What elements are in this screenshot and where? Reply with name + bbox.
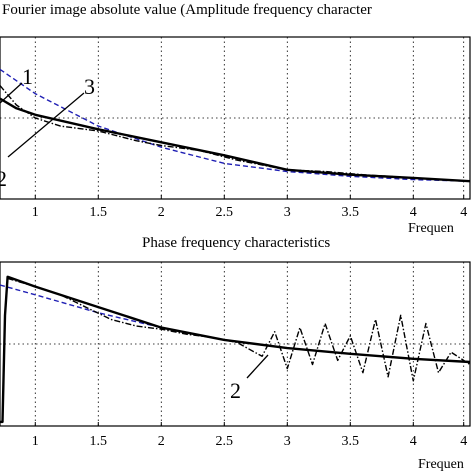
x-tick-label: 3 [284, 205, 291, 220]
x-tick-label: 3.5 [342, 205, 360, 220]
bottom-plot-frame [0, 261, 471, 427]
x-tick-label: 1.5 [90, 434, 108, 449]
x-tick-label: 2 [158, 434, 165, 449]
bottom-series [0, 275, 471, 424]
x-tick-label: 3.5 [342, 434, 360, 449]
x-tick-label: 4 [410, 434, 417, 449]
bottom-x-axis-label: Frequen [418, 457, 464, 472]
annotation-2-label-bottom: 2 [230, 378, 241, 403]
annotation-1-leader [0, 82, 23, 104]
series-line-dash-dot-black [0, 85, 471, 182]
top-series [0, 68, 471, 183]
annotation-2-label-top: 2 [0, 166, 7, 191]
x-tick-label: 4 [410, 205, 417, 220]
top-plot-frame [0, 36, 471, 200]
top-grid [0, 37, 470, 199]
bottom-panel: Phase frequency characteristics 1 1.5 2 2.5… [0, 235, 471, 472]
x-tick-label: 2.5 [216, 434, 234, 449]
bottom-grid [0, 262, 470, 426]
x-tick-label: 2 [158, 205, 165, 220]
top-x-ticks: 1 1.5 2 2.5 3 3.5 4 4 [32, 195, 467, 220]
x-tick-label: 4 [460, 434, 467, 449]
x-tick-label: 3 [284, 434, 291, 449]
series-line-dashed-blue [0, 284, 471, 363]
top-panel: Fourier image absolute value (Amplitude … [0, 2, 471, 236]
bottom-x-ticks: 1 1.5 2 2.5 3 3.5 4 4 [32, 422, 467, 449]
x-tick-label: 4 [460, 205, 467, 220]
top-x-axis-label: Frequen [408, 221, 454, 236]
series-line-dash-dot-black [7, 277, 471, 382]
annotation-3-label: 3 [84, 74, 95, 99]
series-line-dashed-blue [0, 68, 471, 182]
series-line-solid-black [0, 275, 471, 424]
x-tick-label: 1.5 [90, 205, 108, 220]
bottom-panel-title: Phase frequency characteristics [142, 235, 330, 251]
x-tick-label: 1 [32, 205, 39, 220]
annotation-2-leader [246, 354, 269, 379]
x-tick-label: 2.5 [216, 205, 234, 220]
x-tick-label: 1 [32, 434, 39, 449]
top-panel-title: Fourier image absolute value (Amplitude … [2, 2, 372, 18]
annotation-1-label: 1 [22, 64, 33, 89]
annotation-3-leader [7, 92, 85, 158]
series-line-solid-black [0, 97, 471, 183]
